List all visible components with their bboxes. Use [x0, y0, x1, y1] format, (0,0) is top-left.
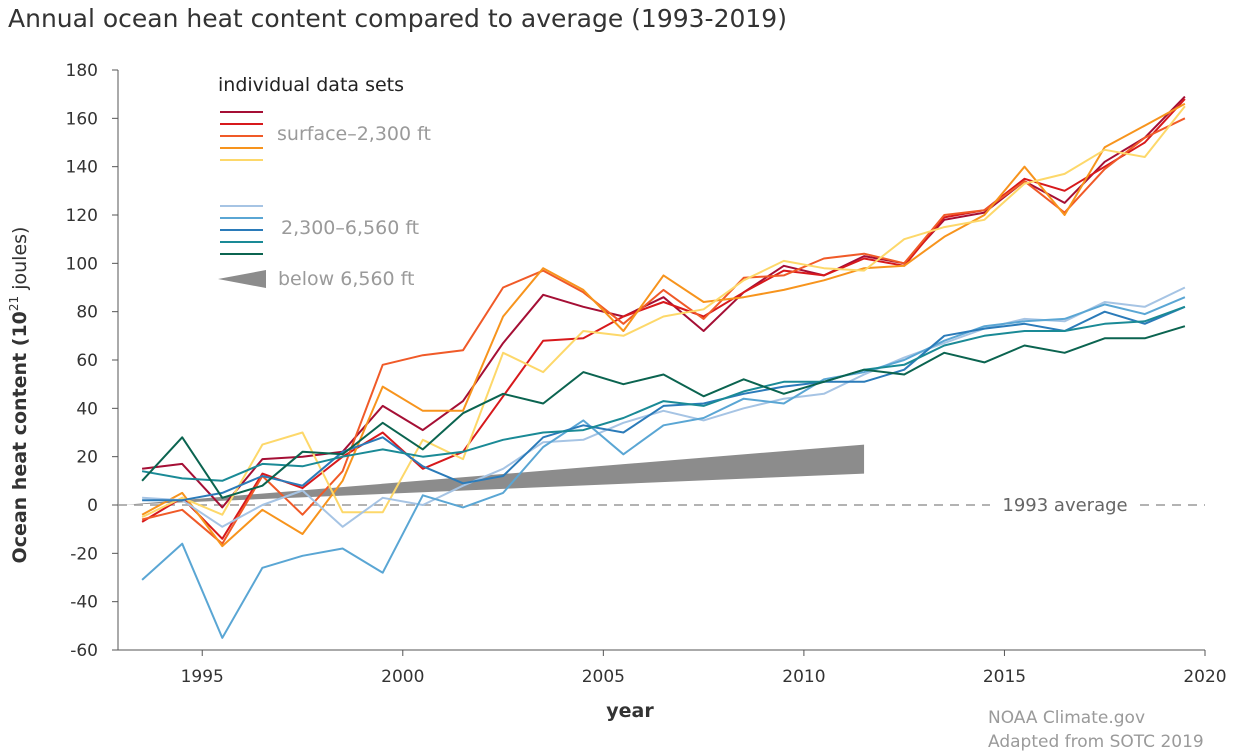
series-line: [141, 102, 1186, 548]
y-tick-label: -40: [70, 593, 98, 613]
series-line: [141, 98, 1186, 540]
y-tick-label: 20: [76, 448, 98, 468]
page-title: Annual ocean heat content compared to av…: [8, 4, 787, 33]
y-tick-label: 80: [76, 303, 98, 323]
deep-wedge-layer: [122, 444, 865, 505]
y-axis-label-main: Ocean heat content (10: [9, 311, 31, 563]
legend-label: 2,300–6,560 ft: [281, 217, 419, 239]
series-line: [141, 325, 1186, 499]
series-line: [141, 296, 1186, 639]
legend-heading: individual data sets: [218, 74, 404, 96]
x-tick-label: 2005: [582, 667, 625, 687]
x-tick-label: 2015: [983, 667, 1026, 687]
y-tick-label: 40: [76, 399, 98, 419]
credit-line-2: Adapted from SOTC 2019: [988, 732, 1204, 752]
series-line: [142, 305, 1186, 502]
y-tick-label: -60: [70, 641, 98, 661]
y-tick-label: 140: [66, 158, 98, 178]
x-axis-label: year: [606, 700, 654, 722]
series-layer: [141, 95, 1186, 639]
y-axis-label-end: joules): [9, 227, 31, 296]
series-line: [142, 286, 1186, 528]
legend: individual data sets surface–2,300 ft 2,30…: [218, 74, 431, 290]
x-tick-label: 2010: [782, 667, 825, 687]
axes: -60 -40 -20 0 20 40 60 80 100 120 140 160 180 1995 200…: [66, 61, 1227, 687]
x-tick-label: 2000: [381, 667, 424, 687]
credit: NOAA Climate.gov Adapted from SOTC 2019: [988, 706, 1228, 754]
legend-label: surface–2,300 ft: [277, 123, 431, 145]
y-tick-label: -20: [70, 544, 98, 564]
legend-label: below 6,560 ft: [278, 268, 414, 290]
series-line: [141, 105, 1186, 519]
series-line: [141, 117, 1186, 545]
series-line: [141, 305, 1186, 482]
credit-line-1: NOAA Climate.gov: [988, 708, 1146, 728]
y-tick-label: 60: [76, 351, 98, 371]
deep-ocean-wedge: [122, 444, 865, 505]
x-tick-label: 2020: [1183, 667, 1226, 687]
y-tick-label: 120: [66, 206, 98, 226]
y-axis-label: Ocean heat content (1021 joules): [7, 227, 31, 564]
y-tick-label: 0: [87, 496, 98, 516]
legend-swatch: [218, 270, 266, 288]
reference-line-label: 1993 average: [1002, 495, 1127, 516]
x-tick-label: 1995: [181, 667, 224, 687]
y-tick-label: 100: [66, 254, 98, 274]
y-axis-label-superscript: 21: [7, 296, 21, 311]
y-tick-label: 180: [66, 61, 98, 81]
y-tick-label: 160: [66, 109, 98, 129]
